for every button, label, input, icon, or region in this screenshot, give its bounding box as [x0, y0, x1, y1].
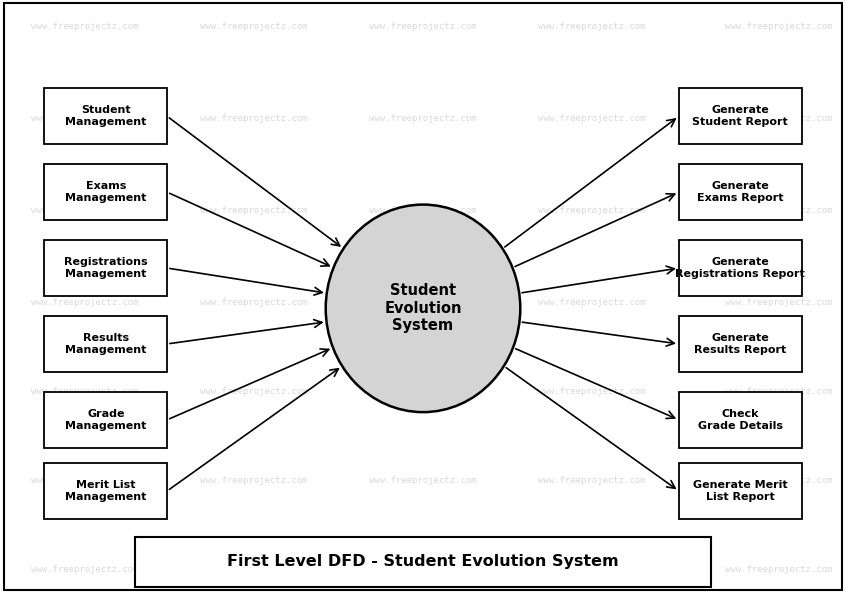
Bar [135, 537, 711, 587]
Bar [45, 164, 168, 221]
Text: www.freeprojectz.com: www.freeprojectz.com [538, 22, 646, 31]
Text: www.freeprojectz.com: www.freeprojectz.com [538, 114, 646, 123]
Bar [678, 88, 802, 144]
Bar [678, 164, 802, 221]
Text: Generate
Exams Report: Generate Exams Report [697, 181, 783, 203]
Text: Check
Grade Details: Check Grade Details [698, 409, 783, 431]
Text: www.freeprojectz.com: www.freeprojectz.com [369, 565, 477, 574]
Bar [678, 463, 802, 519]
Text: Generate
Student Report: Generate Student Report [692, 106, 788, 127]
Bar [45, 463, 168, 519]
Text: Generate
Registrations Report: Generate Registrations Report [675, 257, 805, 279]
Text: Exams
Management: Exams Management [65, 181, 146, 203]
Text: www.freeprojectz.com: www.freeprojectz.com [200, 387, 308, 396]
Text: www.freeprojectz.com: www.freeprojectz.com [369, 114, 477, 123]
Text: www.freeprojectz.com: www.freeprojectz.com [724, 114, 832, 123]
Bar [45, 88, 168, 144]
Text: www.freeprojectz.com: www.freeprojectz.com [724, 22, 832, 31]
Bar [45, 240, 168, 296]
Bar [45, 315, 168, 372]
Text: Generate
Results Report: Generate Results Report [694, 333, 787, 355]
Text: Merit List
Management: Merit List Management [65, 480, 146, 502]
Text: www.freeprojectz.com: www.freeprojectz.com [538, 476, 646, 485]
Text: www.freeprojectz.com: www.freeprojectz.com [538, 298, 646, 307]
Text: www.freeprojectz.com: www.freeprojectz.com [724, 206, 832, 215]
Text: www.freeprojectz.com: www.freeprojectz.com [538, 206, 646, 215]
Bar [678, 240, 802, 296]
Ellipse shape [326, 205, 520, 412]
Text: www.freeprojectz.com: www.freeprojectz.com [200, 476, 308, 485]
Text: www.freeprojectz.com: www.freeprojectz.com [30, 114, 139, 123]
Text: Results
Management: Results Management [65, 333, 146, 355]
Text: www.freeprojectz.com: www.freeprojectz.com [724, 298, 832, 307]
Text: Student
Evolution
System: Student Evolution System [384, 283, 462, 333]
Text: www.freeprojectz.com: www.freeprojectz.com [30, 476, 139, 485]
Text: www.freeprojectz.com: www.freeprojectz.com [30, 387, 139, 396]
Text: Generate Merit
List Report: Generate Merit List Report [693, 480, 788, 502]
Text: www.freeprojectz.com: www.freeprojectz.com [369, 22, 477, 31]
Bar [45, 392, 168, 448]
Bar [678, 315, 802, 372]
Bar [678, 392, 802, 448]
Text: First Level DFD - Student Evolution System: First Level DFD - Student Evolution Syst… [228, 554, 618, 569]
Text: www.freeprojectz.com: www.freeprojectz.com [30, 565, 139, 574]
Text: www.freeprojectz.com: www.freeprojectz.com [30, 206, 139, 215]
Text: Registrations
Management: Registrations Management [64, 257, 147, 279]
Text: Student
Management: Student Management [65, 106, 146, 127]
Text: www.freeprojectz.com: www.freeprojectz.com [200, 298, 308, 307]
FancyBboxPatch shape [4, 3, 842, 590]
Text: www.freeprojectz.com: www.freeprojectz.com [724, 565, 832, 574]
Text: www.freeprojectz.com: www.freeprojectz.com [369, 387, 477, 396]
Text: www.freeprojectz.com: www.freeprojectz.com [724, 387, 832, 396]
Text: www.freeprojectz.com: www.freeprojectz.com [30, 22, 139, 31]
Text: www.freeprojectz.com: www.freeprojectz.com [724, 476, 832, 485]
Text: Grade
Management: Grade Management [65, 409, 146, 431]
Text: www.freeprojectz.com: www.freeprojectz.com [538, 387, 646, 396]
Text: www.freeprojectz.com: www.freeprojectz.com [538, 565, 646, 574]
Text: www.freeprojectz.com: www.freeprojectz.com [369, 298, 477, 307]
Text: www.freeprojectz.com: www.freeprojectz.com [200, 22, 308, 31]
Text: www.freeprojectz.com: www.freeprojectz.com [200, 565, 308, 574]
Text: www.freeprojectz.com: www.freeprojectz.com [30, 298, 139, 307]
Text: www.freeprojectz.com: www.freeprojectz.com [369, 206, 477, 215]
Text: www.freeprojectz.com: www.freeprojectz.com [200, 206, 308, 215]
Text: www.freeprojectz.com: www.freeprojectz.com [369, 476, 477, 485]
Text: www.freeprojectz.com: www.freeprojectz.com [200, 114, 308, 123]
